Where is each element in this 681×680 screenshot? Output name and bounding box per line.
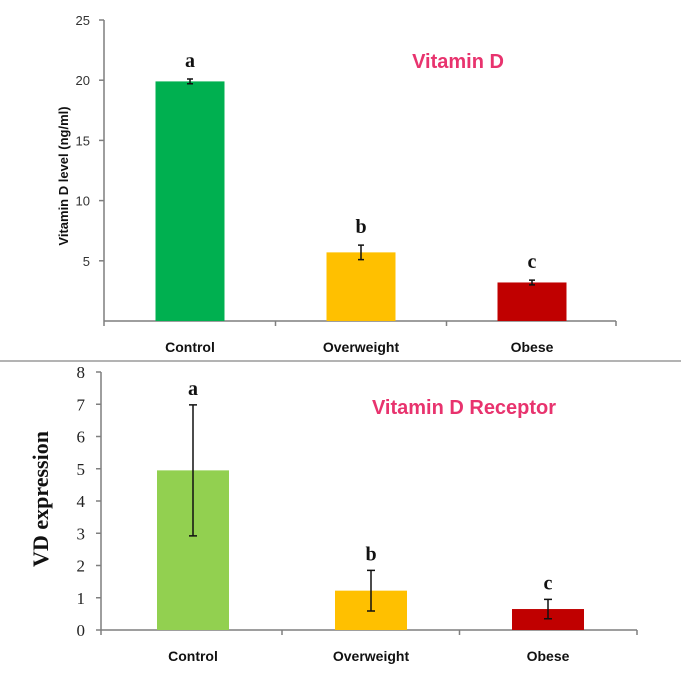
bar-obese bbox=[497, 282, 567, 321]
y-tick-label: 6 bbox=[77, 428, 86, 447]
category-labels: Control Overweight Obese bbox=[168, 648, 569, 664]
significance-label: c bbox=[528, 251, 537, 273]
category-label: Control bbox=[168, 648, 218, 664]
bar-obese bbox=[512, 609, 584, 630]
error-bar-overweight bbox=[367, 569, 375, 612]
significance-label: c bbox=[544, 572, 553, 594]
error-bar-control bbox=[189, 404, 197, 537]
y-tick-label: 1 bbox=[77, 589, 86, 608]
significance-label: b bbox=[365, 543, 376, 565]
significance-label: a bbox=[188, 378, 198, 400]
category-label: Overweight bbox=[333, 648, 410, 664]
error-bar-obese bbox=[544, 598, 552, 620]
y-tick-label: 7 bbox=[77, 395, 86, 414]
category-labels: Control Overweight Obese bbox=[165, 339, 553, 355]
bars bbox=[155, 81, 567, 322]
y-tick-label: 5 bbox=[77, 460, 86, 479]
category-label: Control bbox=[165, 339, 215, 355]
y-tick-label: 5 bbox=[83, 254, 90, 269]
y-tick-label: 2 bbox=[77, 557, 86, 576]
significance-labels: a b c bbox=[188, 378, 553, 594]
y-tick-label: 4 bbox=[77, 492, 86, 511]
y-axis-label: VD expression bbox=[28, 431, 53, 567]
error-bars bbox=[189, 404, 552, 620]
y-tick-labels: 0 1 2 3 4 5 6 7 8 bbox=[77, 363, 86, 640]
significance-label: a bbox=[185, 50, 195, 72]
significance-label: b bbox=[355, 216, 366, 238]
error-bars bbox=[187, 78, 535, 286]
chart-title: Vitamin D Receptor bbox=[372, 397, 556, 419]
y-ticks bbox=[99, 19, 617, 326]
error-bar-overweight bbox=[358, 244, 364, 261]
category-label: Overweight bbox=[323, 339, 400, 355]
category-label: Obese bbox=[527, 648, 570, 664]
significance-labels: a b c bbox=[185, 50, 537, 273]
chart-title: Vitamin D bbox=[412, 51, 504, 73]
category-label: Obese bbox=[511, 339, 554, 355]
bar-control bbox=[155, 81, 225, 322]
error-bar-obese bbox=[529, 279, 535, 286]
y-tick-label: 8 bbox=[77, 363, 86, 382]
y-axis-label: Vitamin D level (ng/ml) bbox=[56, 106, 71, 245]
vitamin-d-receptor-chart: 0 1 2 3 4 5 6 7 8 a b c Control Overweight Obese VD … bbox=[28, 363, 638, 664]
y-ticks bbox=[96, 371, 638, 635]
y-tick-label: 25 bbox=[76, 13, 90, 28]
bar-overweight bbox=[326, 252, 396, 321]
vitamin-d-chart: 5 10 15 20 25 a b c Control Overweight Obese Vit… bbox=[56, 13, 617, 355]
error-bar-control bbox=[187, 78, 193, 85]
y-tick-label: 0 bbox=[77, 621, 86, 640]
y-tick-label: 3 bbox=[77, 524, 86, 543]
y-tick-label: 10 bbox=[76, 194, 90, 209]
y-tick-label: 15 bbox=[76, 133, 90, 148]
y-tick-label: 20 bbox=[76, 73, 90, 88]
y-tick-labels: 5 10 15 20 25 bbox=[76, 13, 90, 269]
